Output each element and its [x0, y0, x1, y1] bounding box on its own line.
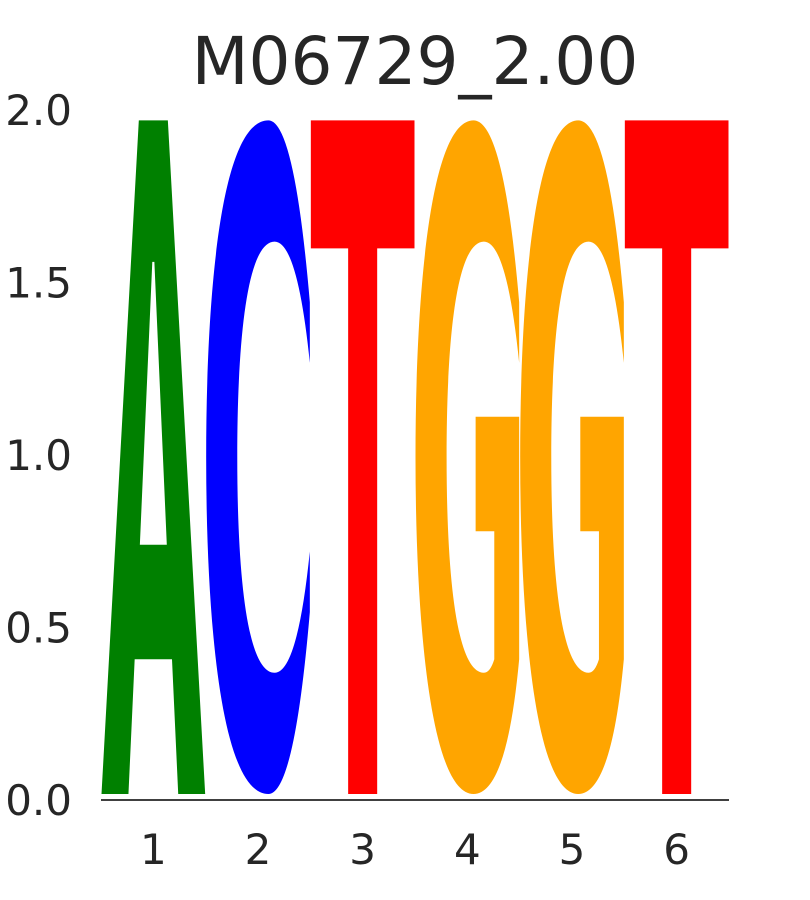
x-tick-label: 4 — [454, 825, 481, 874]
letter-T-pos3 — [310, 120, 415, 795]
y-tick-label: 0.5 — [5, 604, 72, 653]
y-tick-label: 0.0 — [5, 776, 72, 825]
letter-G-pos4 — [415, 120, 520, 795]
x-tick-label: 5 — [559, 825, 586, 874]
x-axis: 1 2 3 4 5 6 — [140, 825, 690, 874]
x-tick-label: 3 — [349, 825, 376, 874]
x-tick-label: 1 — [140, 825, 167, 874]
x-tick-label: 6 — [663, 825, 690, 874]
chart-title: M06729_2.00 — [192, 23, 639, 100]
letter-G-pos5 — [520, 120, 624, 795]
y-tick-label: 2.0 — [5, 86, 72, 135]
y-tick-label: 1.5 — [5, 259, 72, 308]
x-tick-label: 2 — [245, 825, 272, 874]
letter-T-pos6 — [624, 120, 729, 795]
y-tick-label: 1.0 — [5, 431, 72, 480]
letter-A-pos1 — [101, 120, 206, 795]
letters-layer — [101, 120, 729, 795]
letter-C-pos2 — [206, 120, 310, 795]
y-axis: 0.0 0.5 1.0 1.5 2.0 — [5, 86, 72, 825]
